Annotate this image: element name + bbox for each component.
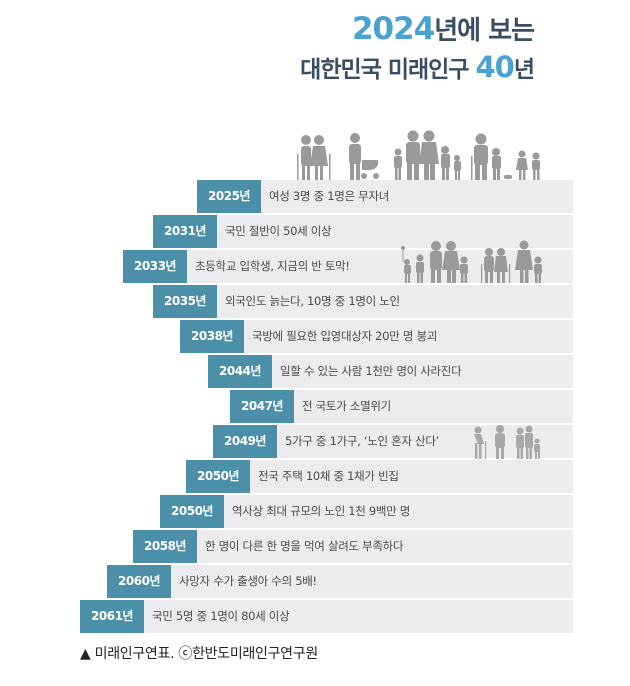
title-suffix: 년 [513,57,535,83]
year-badge: 2033년 [123,250,187,283]
timeline-row: 2044년 일할 수 있는 사람 1천만 명이 사라진다 [208,355,573,388]
year-badge: 2031년 [153,215,217,248]
timeline-row: 2049년 5가구 중 1가구, ‘노인 혼자 산다’ [213,425,573,458]
year-badge: 2061년 [80,600,144,633]
title-line-1: 2024년에 보는 [351,10,535,47]
year-badge: 2025년 [197,180,261,213]
title-line-2: 대한민국 미래인구 40년 [300,50,535,84]
timeline-text: 5가구 중 1가구, ‘노인 혼자 산다’ [285,434,439,448]
timeline-text: 역사상 최대 규모의 노인 1천 9백만 명 [232,504,411,518]
timeline-text: 전 국토가 소멸위기 [302,399,391,413]
timeline-text: 전국 주택 10채 중 1채가 빈집 [258,469,399,483]
timeline-text: 국민 절반이 50세 이상 [225,224,332,238]
title-text: 년에 보는 [434,16,535,46]
year-badge: 2060년 [107,565,171,598]
year-badge: 2038년 [180,320,244,353]
title-year: 2024 [351,11,435,47]
timeline-row: 2050년 역사상 최대 규모의 노인 1천 9백만 명 [160,495,573,528]
year-badge: 2047년 [230,390,294,423]
timeline-text: 국민 5명 중 1명이 80세 이상 [152,609,290,623]
timeline-row: 2035년 외국인도 늙는다, 10명 중 1명이 노인 [153,285,573,318]
year-badge: 2050년 [186,460,250,493]
timeline-row: 2031년 국민 절반이 50세 이상 [153,215,573,248]
year-badge: 2058년 [133,530,197,563]
timeline-row: 2060년 사망자 수가 출생아 수의 5배! [107,565,573,598]
timeline-text: 외국인도 늙는다, 10명 중 1명이 노인 [225,294,400,308]
timeline-text: 한 명이 다른 한 명을 먹여 살려도 부족하다 [205,539,404,553]
timeline-text: 국방에 필요한 입영대상자 20만 명 붕괴 [252,329,438,343]
year-badge: 2044년 [208,355,272,388]
timeline-text: 사망자 수가 출생아 수의 5배! [179,574,317,588]
year-badge: 2049년 [213,425,277,458]
timeline-row: 2047년 전 국토가 소멸위기 [230,390,573,423]
timeline-row: 2025년 여성 3명 중 1명은 무자녀 [197,180,573,213]
year-badge: 2050년 [160,495,224,528]
timeline-text: 일할 수 있는 사람 1천만 명이 사라진다 [280,364,462,378]
timeline-row: 2061년 국민 5명 중 1명이 80세 이상 [80,600,573,633]
timeline-row: 2038년 국방에 필요한 입영대상자 20만 명 붕괴 [180,320,573,353]
timeline-row: 2058년 한 명이 다른 한 명을 먹여 살려도 부족하다 [133,530,573,563]
family-silhouettes-2033-icon [398,240,548,284]
timeline-text: 여성 3명 중 1명은 무자녀 [269,189,389,203]
timeline-text: 초등학교 입학생, 지금의 반 토막! [195,259,350,273]
title-number: 40 [475,50,514,84]
year-badge: 2035년 [153,285,217,318]
title-text: 대한민국 미래인구 [300,57,476,83]
timeline-row: 2050년 전국 주택 10채 중 1채가 빈집 [186,460,573,493]
family-silhouettes-2049-icon [468,424,548,460]
image-caption: ▲ 미래인구연표. ⓒ한반도미래인구연구원 [80,646,318,662]
family-silhouettes-top-icon [296,130,546,182]
